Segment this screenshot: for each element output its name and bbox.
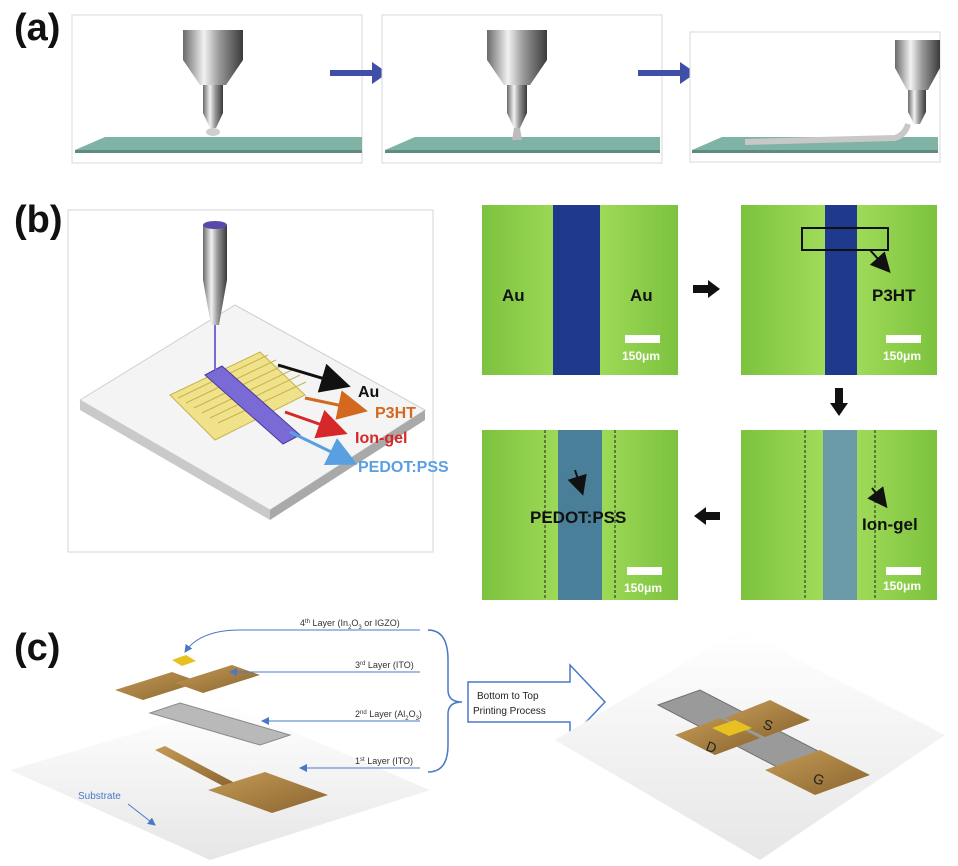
printing-step-1 xyxy=(71,14,363,164)
arrow-p3ht xyxy=(304,390,368,420)
process-label-2: Printing Process xyxy=(473,706,546,717)
micrograph-au: Au Au 150μm xyxy=(482,205,678,375)
panel-label-c: (c) xyxy=(14,627,60,669)
layer-3-source xyxy=(115,672,200,700)
substrate-plate xyxy=(75,137,362,150)
nozzle-icon xyxy=(487,30,547,128)
layer-labels: 4th Layer (In2O3 or IGZO) 3rd Layer (ITO… xyxy=(184,618,463,773)
layer-4-patch xyxy=(172,655,196,666)
nozzle-icon xyxy=(183,30,243,128)
label-iongel: Ion-gel xyxy=(355,430,407,447)
layer-label-2: 2nd Layer (Al2O3) xyxy=(355,709,422,722)
bracket xyxy=(427,629,463,773)
scale-label: 150μm xyxy=(883,349,921,363)
scale-bar xyxy=(886,335,921,343)
micrograph-pedot: PEDOT:PSS 150μm xyxy=(482,430,678,600)
flow-arrow-right xyxy=(693,280,720,298)
micrograph-iongel: Ion-gel 150μm xyxy=(741,430,937,600)
flow-arrow-down xyxy=(830,388,848,416)
micrograph-label-left: Au xyxy=(502,286,525,305)
electrode-g: G xyxy=(811,770,827,789)
layer-label-3: 3rd Layer (ITO) xyxy=(355,660,414,670)
substrate-label: Substrate xyxy=(78,791,121,802)
label-p3ht: P3HT xyxy=(375,405,416,422)
nozzle-icon xyxy=(203,221,227,370)
arrow-au xyxy=(277,363,351,393)
process-label-1: Bottom to Top xyxy=(477,691,539,702)
scale-bar xyxy=(886,567,921,575)
micrograph-label-right: Au xyxy=(630,286,653,305)
channel-gap xyxy=(823,430,857,600)
gate-pad xyxy=(765,750,870,795)
micrograph-label: Ion-gel xyxy=(862,515,918,534)
channel-stripe xyxy=(204,365,301,445)
label-pedot: PEDOT:PSS xyxy=(358,459,449,476)
scale-bar xyxy=(625,335,660,343)
channel-gap xyxy=(558,430,602,600)
scale-label: 150μm xyxy=(622,349,660,363)
printing-schematic: Au P3HT Ion-gel PEDOT:PSS xyxy=(67,209,449,553)
arrow-iongel xyxy=(284,409,348,439)
printing-step-2 xyxy=(381,14,663,164)
active-layer xyxy=(712,720,752,736)
printing-step-3 xyxy=(689,31,941,163)
scale-bar xyxy=(627,567,662,575)
scale-label: 150μm xyxy=(883,579,921,593)
panel-label-a: (a) xyxy=(14,7,60,49)
assembled-device: D S G xyxy=(555,630,945,860)
arrow-pedot xyxy=(289,430,358,466)
layer-1-gate-pad xyxy=(208,772,328,813)
layer-label-4: 4th Layer (In2O3 or IGZO) xyxy=(300,618,400,631)
micrograph-label: P3HT xyxy=(872,286,916,305)
ink-droplet xyxy=(206,128,220,136)
panel-label-b: (b) xyxy=(14,199,63,241)
drain-pad xyxy=(675,718,760,755)
process-arrow: Bottom to Top Printing Process xyxy=(467,663,607,741)
flow-arrow-2 xyxy=(638,62,696,84)
flow-arrow-left xyxy=(694,507,720,525)
micrograph-p3ht: P3HT 150μm xyxy=(741,205,937,375)
layer-label-1: 1st Layer (ITO) xyxy=(355,756,413,766)
ink-bridge xyxy=(512,128,522,140)
scale-label: 150μm xyxy=(624,581,662,595)
printed-line xyxy=(744,123,911,145)
layer-2-dielectric xyxy=(148,702,292,746)
micrograph-label: PEDOT:PSS xyxy=(530,508,626,527)
flow-arrow-1 xyxy=(330,62,388,84)
label-au: Au xyxy=(358,384,379,401)
layer-3-drain xyxy=(175,665,260,693)
layer-1-line xyxy=(155,746,235,787)
channel-gap xyxy=(825,205,857,375)
inspection-box xyxy=(801,227,889,251)
nozzle-icon xyxy=(895,40,940,124)
channel-gap xyxy=(553,205,600,375)
